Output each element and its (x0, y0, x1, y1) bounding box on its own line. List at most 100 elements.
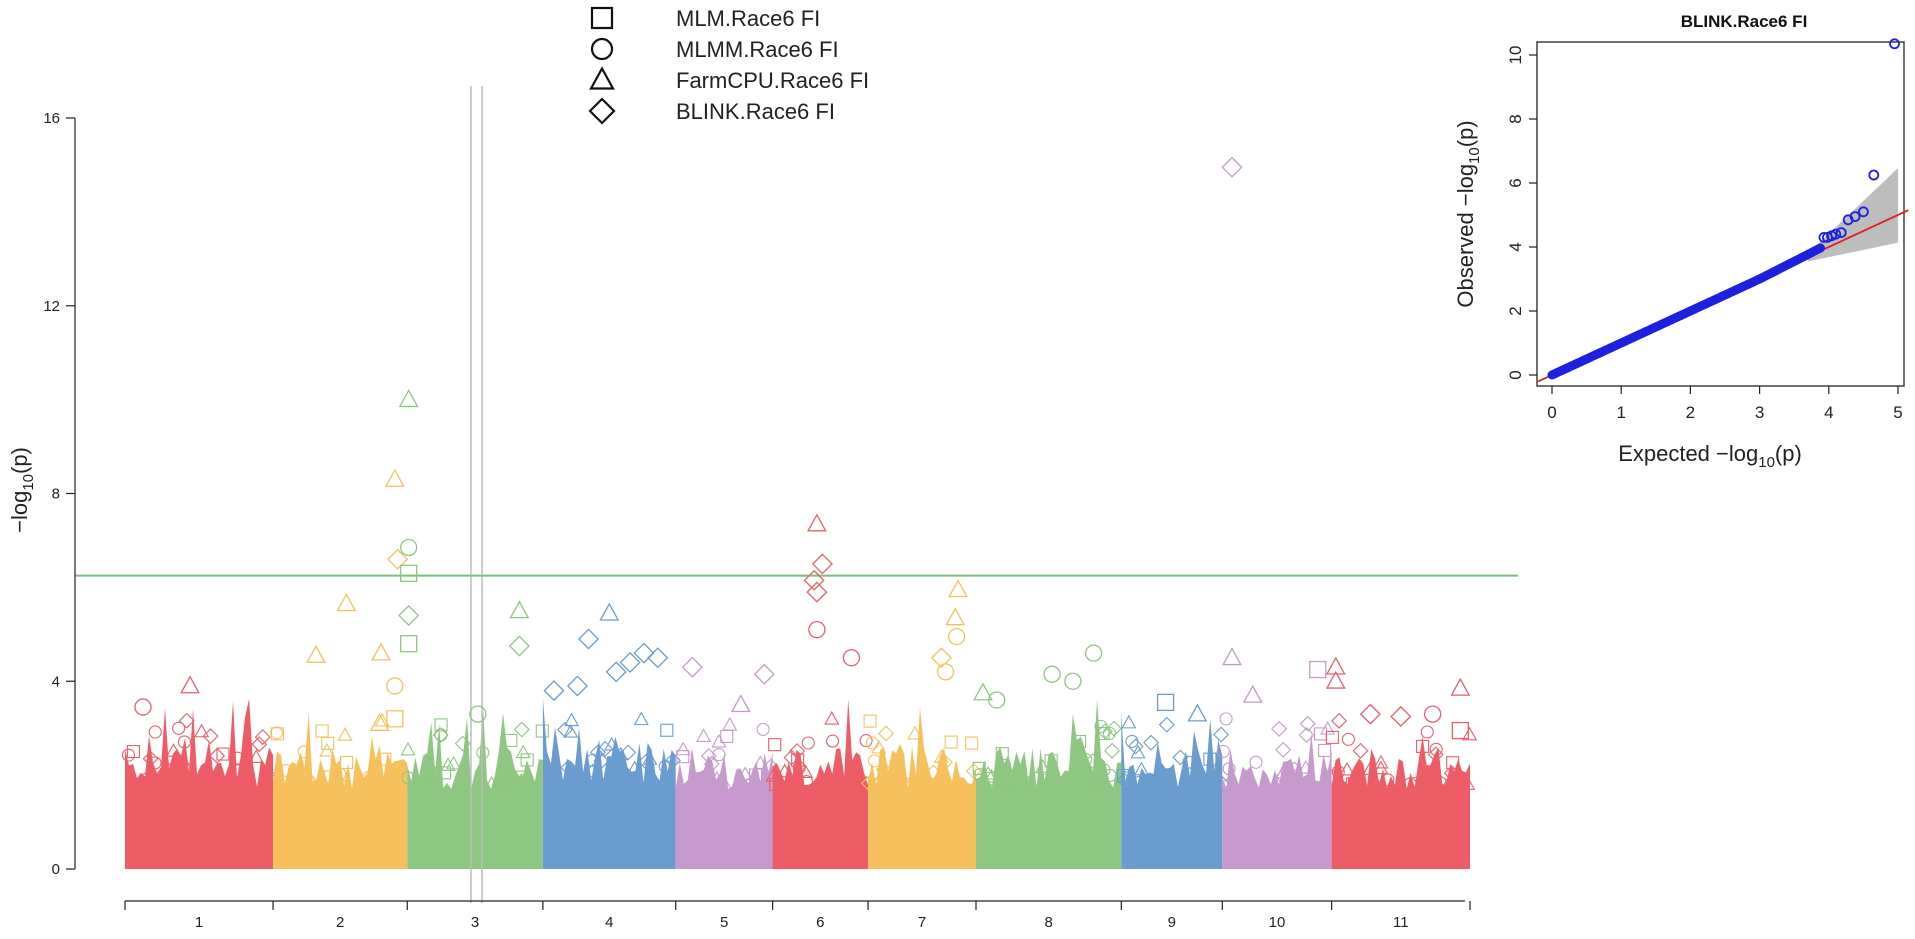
marker (609, 775, 625, 790)
marker (248, 749, 264, 763)
peak-marker-26 (681, 656, 703, 678)
peak-marker-3 (306, 644, 326, 663)
marker (434, 728, 448, 742)
marker (254, 729, 271, 746)
marker (178, 712, 195, 729)
marker (297, 745, 311, 759)
qq-outlier-points (1818, 38, 1900, 243)
marker (676, 750, 690, 764)
chromosome-band-1 (121, 698, 278, 869)
marker (140, 772, 154, 786)
marker (1249, 755, 1263, 769)
marker (563, 723, 579, 738)
peak-marker-39 (936, 663, 955, 681)
chromosome-fill-1 (125, 698, 274, 869)
qq-x-tick-label: 3 (1755, 403, 1764, 422)
marker (194, 723, 210, 738)
marker (613, 746, 629, 761)
peak-marker-47 (1221, 156, 1243, 178)
marker (590, 744, 607, 761)
marker (319, 742, 335, 757)
qq-x-axis-label: Expected −log10(p) (1618, 441, 1802, 471)
marker (177, 735, 192, 749)
marker (1042, 768, 1058, 782)
peak-marker-37 (947, 628, 966, 646)
marker (907, 725, 923, 740)
peak-marker-57 (1451, 721, 1469, 740)
marker (1373, 754, 1389, 769)
marker (1121, 714, 1137, 729)
peak-marker-33 (842, 649, 861, 667)
marker (340, 755, 354, 770)
marker (332, 776, 349, 793)
marker (503, 775, 520, 792)
peak-marker-32 (806, 581, 828, 603)
qq-point-8 (1822, 231, 1833, 243)
marker (863, 714, 877, 728)
chromosome-band-5 (675, 716, 779, 869)
chromosome-fill-6 (772, 699, 869, 869)
marker (126, 744, 141, 759)
marker (597, 740, 614, 757)
marker (324, 770, 338, 784)
marker (370, 770, 386, 784)
marker (1103, 768, 1117, 782)
marker (1443, 765, 1460, 782)
marker (520, 753, 534, 767)
legend-label: BLINK.Race6 FI (676, 99, 835, 124)
marker (209, 747, 226, 764)
marker (717, 776, 733, 791)
qq-title: BLINK.Race6 FI (1681, 12, 1808, 31)
marker (1213, 726, 1230, 743)
chromosome-band-2 (270, 712, 413, 869)
marker (700, 748, 717, 765)
marker (1416, 739, 1430, 753)
marker (603, 773, 618, 787)
marker (1275, 741, 1292, 758)
marker (860, 775, 877, 792)
qq-y-tick-label: 2 (1506, 306, 1525, 315)
marker (1133, 775, 1147, 789)
chromosome-fill-7 (868, 707, 977, 869)
y-tick-label: 8 (52, 486, 60, 503)
peak-marker-54 (1390, 705, 1412, 727)
legend: MLM.Race6 FI MLMM.Race6 FI FarmCPU.Race6 F… (588, 6, 869, 125)
chromosome-fill-8 (976, 699, 1122, 869)
marker (799, 775, 814, 789)
marker (658, 759, 672, 773)
marker (1341, 732, 1355, 746)
peak-marker-49 (1242, 684, 1263, 703)
qq-point-5 (1835, 227, 1847, 239)
marker (783, 749, 800, 766)
marker (801, 736, 815, 750)
marker (789, 743, 806, 760)
marker (535, 724, 549, 738)
peak-marker-31 (803, 569, 825, 591)
peak-marker-36 (945, 607, 966, 626)
marker (437, 766, 452, 780)
marker (1044, 754, 1058, 768)
y-tick-label: 4 (52, 673, 60, 690)
marker (1029, 772, 1043, 786)
marker (604, 736, 620, 751)
marker (665, 752, 681, 769)
chromosome-label-10: 10 (1269, 914, 1286, 931)
marker (867, 754, 882, 768)
marker (1002, 774, 1019, 791)
marker (1429, 742, 1443, 756)
marker (1143, 734, 1160, 751)
marker (1269, 775, 1285, 790)
highlight-lines (470, 86, 483, 903)
marker (1105, 720, 1122, 737)
x-axis: 1 2 3 4 5 6 7 8 9 10 11 (124, 900, 1471, 931)
chromosome-fill-5 (675, 748, 773, 869)
marker (230, 751, 244, 765)
marker (1427, 746, 1444, 763)
marker (709, 770, 725, 785)
marker (1280, 768, 1297, 785)
chromosome-band-4 (542, 698, 681, 869)
marker (696, 728, 712, 742)
marker (1116, 769, 1131, 783)
marker (237, 776, 251, 790)
marker (1373, 760, 1389, 775)
